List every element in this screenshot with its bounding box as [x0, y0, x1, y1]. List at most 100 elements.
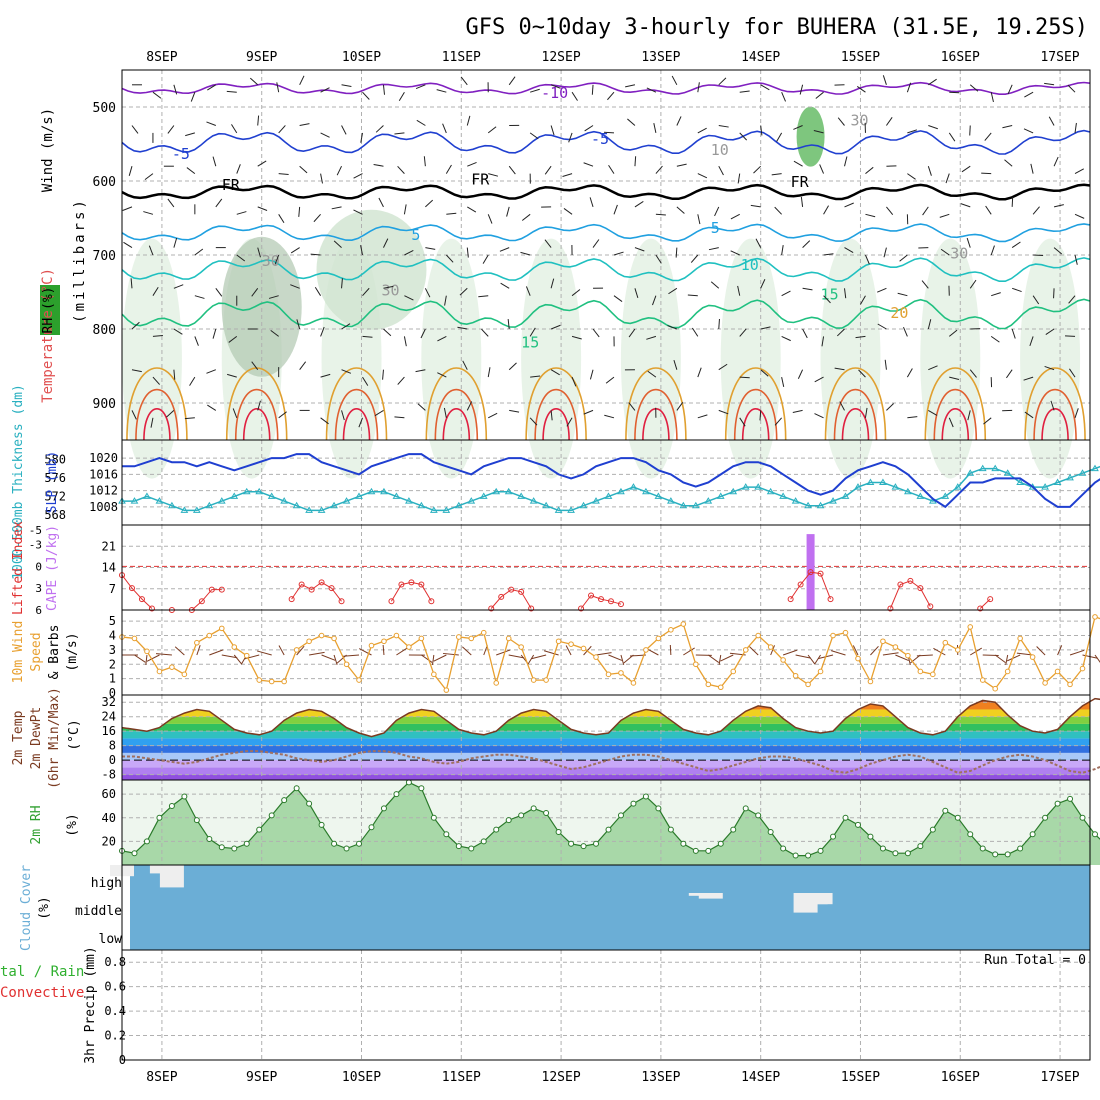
- wind-barb: [196, 645, 201, 656]
- isotherm-line: [121, 257, 1091, 282]
- thickness-point: [292, 501, 301, 509]
- wind-barb: [437, 335, 447, 342]
- wind-speed-point: [268, 678, 275, 685]
- day-label: 16SEP: [941, 1070, 980, 1085]
- wind-barb: [320, 373, 331, 378]
- wind-barb: [1048, 116, 1055, 126]
- wind-barb: [353, 209, 363, 215]
- wind-barb: [1094, 654, 1100, 663]
- rh-point: [967, 831, 974, 838]
- day-label: 17SEP: [1040, 1070, 1079, 1085]
- wind-barb: [907, 129, 918, 134]
- day-label: 8SEP: [146, 50, 177, 65]
- pressure-tick: 700: [93, 249, 116, 264]
- lifted-index-point: [498, 593, 505, 600]
- wind-barb: [227, 373, 237, 378]
- wind-speed-point: [593, 654, 599, 660]
- isotherm-line: [634, 388, 678, 441]
- wind-speed-point: [992, 685, 998, 692]
- wind-barb: [844, 247, 854, 254]
- wind-barb: [509, 409, 520, 413]
- lifted-index-point: [897, 581, 904, 588]
- rh-shade: [796, 106, 825, 167]
- wind-tick: 1: [109, 672, 116, 686]
- temp-band: [122, 745, 1090, 753]
- wind-barb: [397, 165, 405, 174]
- wind-barb: [1011, 196, 1014, 207]
- isotherm-line: [121, 183, 1091, 201]
- wind-barb: [445, 164, 452, 174]
- lifted-index-point: [508, 586, 515, 593]
- wind-barb: [718, 165, 724, 176]
- thickness-point: [280, 497, 289, 504]
- rh-point: [356, 840, 363, 847]
- wind-barb: [1032, 206, 1040, 215]
- wind-barb: [496, 649, 511, 656]
- wind-speed-point: [730, 668, 737, 675]
- wind-barb: [781, 290, 791, 297]
- wind-barb: [382, 644, 385, 656]
- isotherm-line: [924, 367, 987, 441]
- wind-barb: [985, 205, 992, 215]
- wind-barb: [739, 90, 750, 93]
- rh-shade: [221, 236, 302, 377]
- wind-barb: [478, 295, 489, 298]
- rh-point: [954, 814, 961, 821]
- wind-barb: [1074, 408, 1079, 418]
- wind-barb: [394, 416, 405, 419]
- rh-point: [1067, 795, 1074, 802]
- wind-barb: [949, 376, 960, 381]
- wind-barb: [625, 84, 636, 88]
- precip-label-a: tal / Rain: [0, 964, 84, 980]
- thickness-point: [729, 487, 738, 495]
- wind-barb: [508, 76, 516, 86]
- wind-speed-point: [181, 671, 188, 678]
- wind-barb: [431, 654, 435, 666]
- wind-axis-labels: 10m Wind Speed & Barbs (m/s): [11, 621, 80, 684]
- pressure-tick: 600: [93, 175, 116, 190]
- wind-barb: [174, 646, 185, 656]
- thickness-point: [429, 506, 438, 513]
- wind-barb: [749, 646, 759, 656]
- wind-speed-point: [618, 670, 624, 676]
- wind-barb: [1074, 213, 1085, 219]
- lifted-index-point: [428, 598, 435, 605]
- rh-point: [268, 812, 275, 819]
- day-label: 15SEP: [841, 1070, 880, 1085]
- wind-barb: [714, 206, 720, 217]
- wind-barb: [813, 129, 824, 134]
- wind-barb: [417, 403, 426, 411]
- wind-label-c: & Barbs: [47, 625, 62, 680]
- rh-point: [1091, 831, 1098, 838]
- wind-barb: [373, 163, 384, 167]
- wind-barb: [383, 328, 392, 337]
- rh-shade: [316, 209, 427, 330]
- wind-barb: [774, 417, 783, 426]
- wind-barb: [683, 647, 695, 656]
- isotherm-line: [525, 367, 587, 441]
- wind-barb: [771, 173, 782, 176]
- wind-speed-point: [343, 661, 350, 668]
- thickness-tick: 572: [44, 489, 66, 503]
- wind-barb: [499, 247, 510, 252]
- wind-barb: [500, 282, 510, 289]
- rh2m-axis-labels: 2m RH (%): [29, 805, 80, 844]
- wind-barb: [858, 369, 866, 378]
- isotherm-label: 10: [711, 141, 729, 159]
- lifted-index-point: [607, 598, 614, 605]
- wind-barb: [299, 123, 310, 126]
- rh-shade: [1020, 238, 1081, 479]
- wind-speed-point: [206, 632, 213, 639]
- wind-barb: [375, 125, 384, 133]
- wind-barb: [130, 278, 133, 289]
- wind-barb: [1030, 163, 1034, 174]
- wind-speed-point: [194, 639, 200, 646]
- wind-barb: [675, 247, 678, 258]
- wind-speed-point: [356, 677, 362, 683]
- wind-barb: [152, 286, 159, 296]
- rh-point: [181, 793, 188, 800]
- wind-barb: [425, 199, 434, 208]
- cloud-level-label: high: [91, 876, 122, 891]
- wind-barb: [877, 323, 887, 330]
- cloud-axis-labels: Cloud Cover (%): [19, 865, 52, 951]
